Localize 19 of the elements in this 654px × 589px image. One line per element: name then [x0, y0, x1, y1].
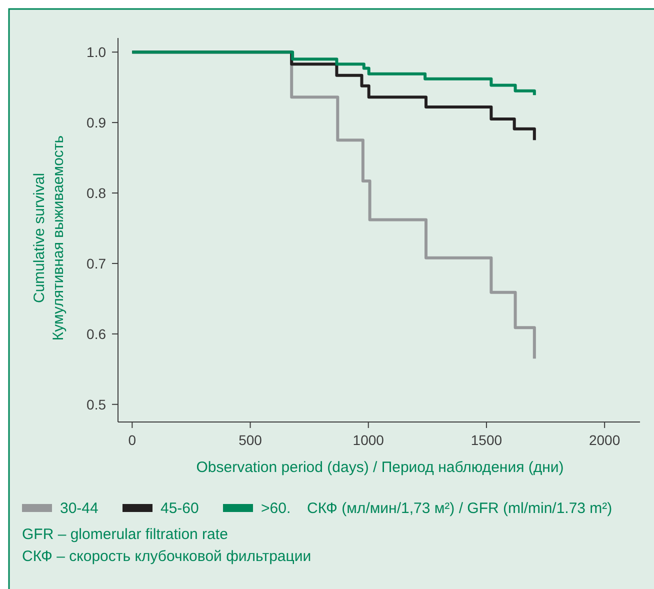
- legend-label: 30-44: [60, 500, 98, 517]
- y-tick-label: 0.7: [86, 255, 106, 272]
- x-tick-label: 2000: [588, 432, 620, 448]
- y-tick-label: 0.9: [86, 114, 106, 131]
- y-tick-label: 0.5: [86, 396, 106, 412]
- legend-label: >60.: [261, 500, 291, 517]
- legend-label: 45-60: [160, 500, 199, 517]
- x-tick-label: 500: [238, 432, 262, 448]
- text: СКФ – скорость клубочковой фильтрации: [22, 548, 312, 565]
- y-tick-label: 0.8: [86, 185, 106, 202]
- x-tick-label: 1500: [470, 432, 502, 448]
- y-axis-title: Cumulative survival Кумулятивная выживаемость: [31, 135, 67, 341]
- x-tick-label: 1000: [352, 432, 384, 448]
- x-axis-title: Observation period (days) / Период наблюдения (дни): [196, 459, 564, 476]
- legend-title: СКФ (мл/мин/1,73 м²) / GFR (ml/min/1.73 m²): [307, 500, 612, 517]
- y-tick-label: 0.6: [86, 326, 106, 342]
- y-tick-label: 1.0: [86, 44, 106, 60]
- text: GFR – glomerular filtration rate: [22, 526, 228, 543]
- x-tick-label: 0: [128, 432, 136, 448]
